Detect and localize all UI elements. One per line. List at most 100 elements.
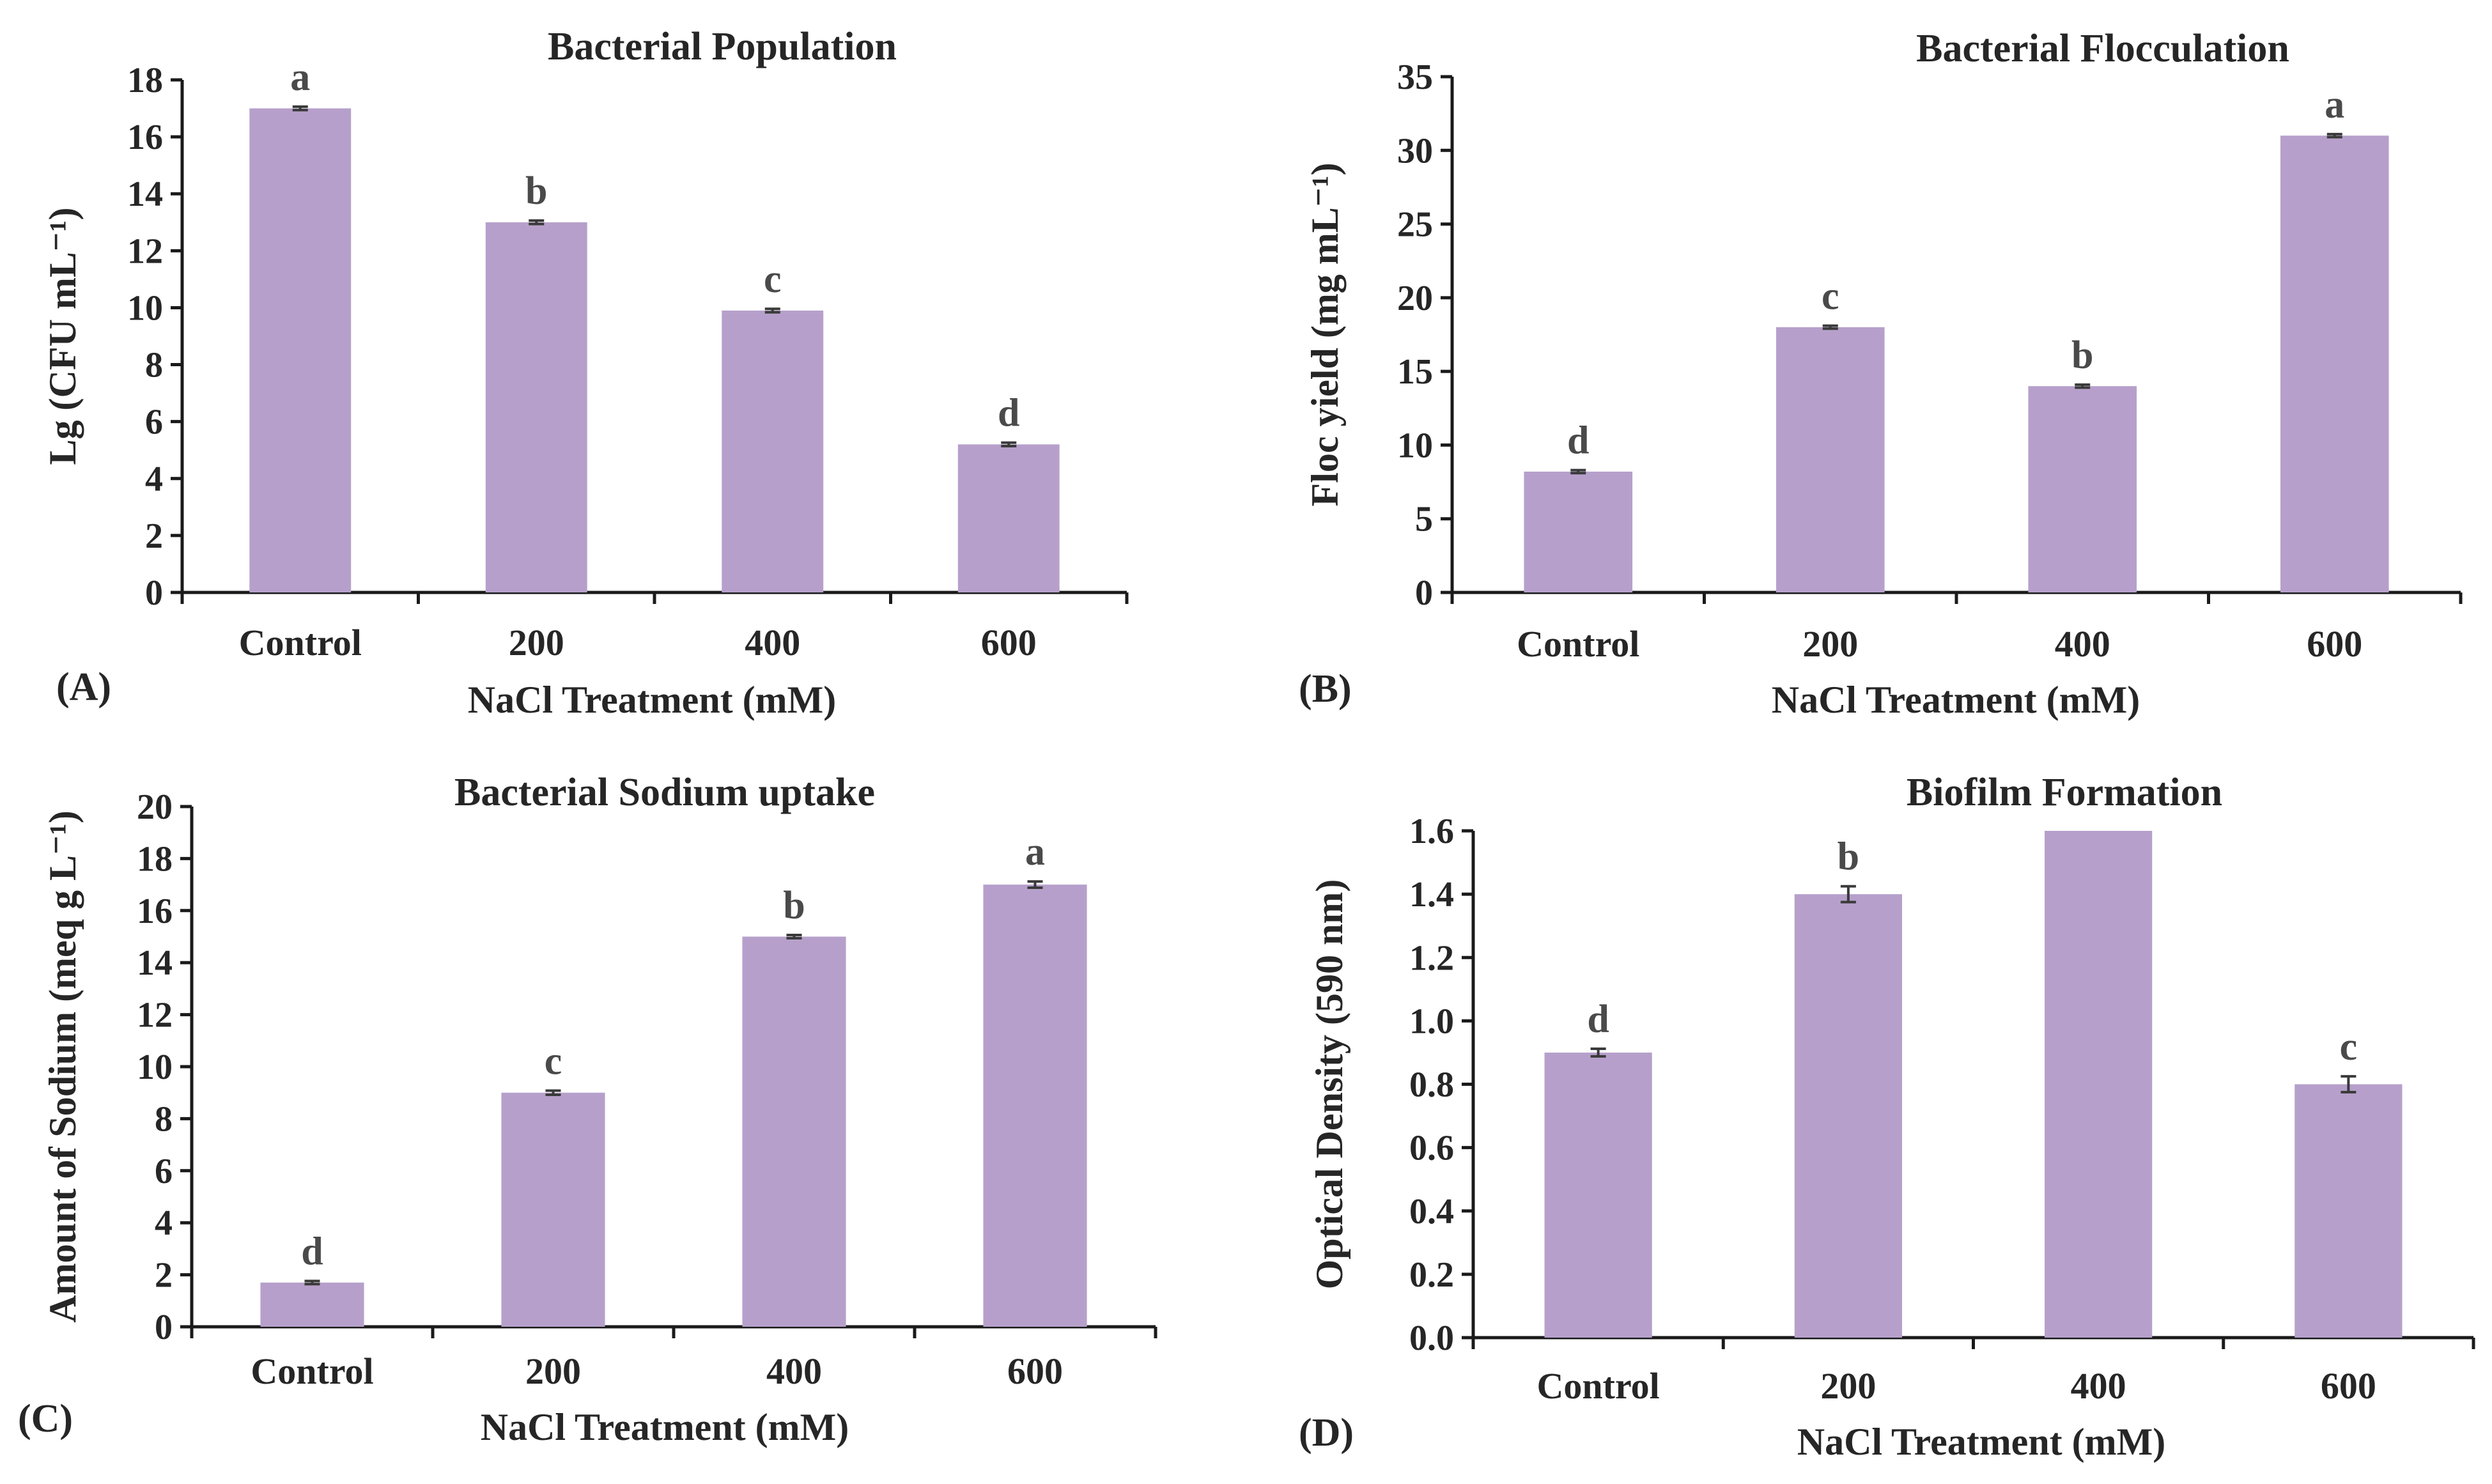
bar-600 (983, 885, 1087, 1327)
y-tick-label: 20 (137, 787, 173, 827)
error-bar (1840, 885, 1856, 904)
y-tick-label: 6 (155, 1152, 173, 1191)
chart-title: Bacterial Sodium uptake (454, 771, 875, 814)
y-tick-label: 14 (127, 174, 163, 214)
x-category-label: 400 (2071, 1365, 2126, 1407)
x-category-label: 200 (509, 622, 564, 663)
x-category-label: 600 (981, 622, 1037, 663)
y-tick-label: 10 (127, 288, 163, 328)
significance-letter: d (1567, 419, 1589, 463)
error-bar (1590, 1047, 1606, 1058)
chart-panel-a: Bacterial Population 0 2 4 6 8 10 12 14 16 18 a Cont… (42, 25, 1129, 721)
bar-200 (501, 1092, 605, 1327)
y-tick-label: 1.6 (1409, 812, 1454, 851)
bar-600 (2280, 135, 2389, 592)
significance-letter: b (783, 884, 805, 927)
x-category-label: 200 (525, 1350, 581, 1392)
y-tick-label: 5 (1415, 500, 1433, 539)
y-tick-label: 30 (1397, 131, 1433, 171)
panel-label: (D) (1299, 1411, 1354, 1455)
error-bar (1570, 468, 1586, 475)
y-tick-label: 10 (1397, 426, 1433, 465)
bar-control (1524, 471, 1633, 592)
significance-letter: b (525, 169, 547, 213)
significance-letter: b (1838, 835, 1859, 879)
error-bar (529, 219, 545, 226)
y-tick-label: 12 (127, 231, 163, 271)
bar-200 (485, 222, 587, 592)
chart-panel-c: Bacterial Sodium uptake 0 2 4 6 8 10 12 14 16 18 20… (18, 771, 1157, 1448)
y-tick-label: 4 (145, 460, 163, 499)
bar-control (1544, 1052, 1652, 1338)
y-tick-label: 35 (1397, 58, 1433, 97)
significance-letter: c (2340, 1025, 2358, 1069)
x-axis-title: NaCl Treatment (mM) (1797, 1421, 2166, 1463)
bar-control (260, 1282, 364, 1327)
y-tick-label: 0.6 (1409, 1129, 1454, 1168)
y-axis-title: Lg (CFU mL⁻¹) (42, 208, 84, 465)
y-tick-label: 4 (155, 1203, 173, 1243)
y-tick-label: 0.8 (1409, 1065, 1454, 1105)
y-tick-label: 10 (137, 1047, 173, 1087)
significance-letter: c (764, 258, 782, 301)
y-tick-label: 18 (127, 61, 163, 100)
x-category-label: 600 (2307, 623, 2362, 665)
x-category-label: Control (1536, 1365, 1659, 1407)
error-bar (545, 1089, 561, 1096)
error-bar (786, 934, 802, 939)
x-category-label: Control (239, 622, 362, 663)
y-tick-label: 6 (145, 403, 163, 442)
y-axis-title: Optical Density (590 nm) (1308, 879, 1350, 1290)
y-tick-label: 25 (1397, 205, 1433, 245)
y-tick-label: 1.2 (1409, 938, 1454, 978)
chart-title: Bacterial Population (548, 25, 897, 68)
significance-letter: d (1587, 998, 1609, 1041)
chart-title: Bacterial Flocculation (1916, 27, 2289, 70)
x-category-label: Control (251, 1350, 373, 1392)
panel-label: (B) (1299, 667, 1352, 711)
bar-600 (957, 444, 1060, 592)
error-bar (1001, 441, 1017, 447)
x-axis-title: NaCl Treatment (mM) (468, 679, 837, 721)
significance-letter: a (1025, 830, 1045, 874)
bar-control (249, 108, 352, 593)
bar-600 (2295, 1084, 2403, 1338)
x-axis-title: NaCl Treatment (mM) (1772, 679, 2140, 721)
y-tick-label: 14 (137, 943, 173, 983)
error-bar (292, 105, 308, 112)
y-tick-label: 0 (1415, 573, 1433, 613)
bar-400 (722, 310, 824, 592)
significance-letter: c (545, 1039, 562, 1083)
chart-title: Biofilm Formation (1907, 771, 2222, 814)
significance-letter: a (290, 56, 310, 99)
y-tick-label: 16 (127, 118, 163, 157)
error-bar (2326, 132, 2342, 139)
y-tick-label: 15 (1397, 352, 1433, 392)
bar-200 (1776, 327, 1885, 592)
x-category-label: 600 (2321, 1365, 2376, 1407)
y-tick-label: 0.4 (1409, 1192, 1454, 1232)
y-tick-label: 0.2 (1409, 1255, 1454, 1295)
significance-letter: c (1822, 275, 1839, 318)
chart-panel-b: Bacterial Flocculation 0 5 10 15 20 25 30 35 d Con… (1299, 27, 2463, 721)
y-tick-label: 0 (155, 1308, 173, 1347)
bar-400 (742, 936, 846, 1327)
x-category-label: 400 (2055, 623, 2110, 665)
x-axis-title: NaCl Treatment (mM) (481, 1406, 849, 1448)
y-tick-label: 2 (155, 1256, 173, 1295)
y-tick-label: 16 (137, 892, 173, 931)
y-axis-title: Amount of Sodium (meq g L⁻¹) (42, 810, 84, 1322)
bar-400 (2045, 831, 2153, 1338)
y-tick-label: 2 (145, 516, 163, 556)
significance-letter: d (998, 392, 1019, 435)
x-category-label: 200 (1802, 623, 1858, 665)
y-tick-label: 12 (137, 996, 173, 1035)
y-tick-label: 0.0 (1409, 1318, 1454, 1358)
significance-letter: a (2325, 83, 2344, 127)
y-tick-label: 0 (145, 573, 163, 613)
significance-letter: d (301, 1230, 323, 1273)
y-tick-label: 1.0 (1409, 1001, 1454, 1041)
chart-panel-d: Biofilm Formation 0.0 0.2 0.4 0.6 0.8 1.0 1.2 1.… (1299, 771, 2475, 1463)
y-tick-label: 18 (137, 839, 173, 879)
x-category-label: 200 (1820, 1365, 1876, 1407)
